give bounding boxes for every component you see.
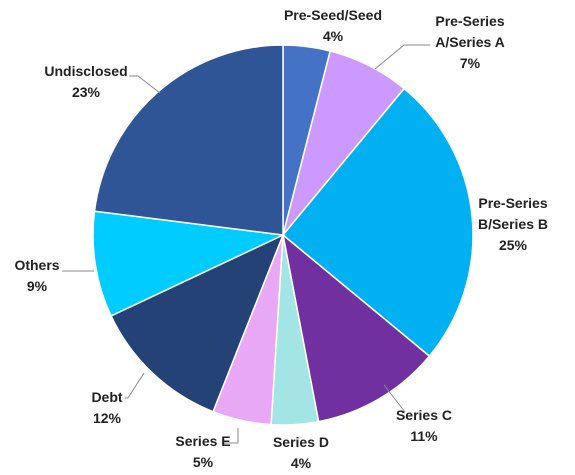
- slice-category-label: Pre-Series: [478, 195, 547, 211]
- slice-label: Pre-Seed/Seed 4%: [284, 7, 382, 44]
- slice-label: Series E 5%: [175, 433, 230, 470]
- slice-percent-label: 4%: [323, 28, 344, 44]
- slice-category-label: Pre-Seed/Seed: [284, 7, 382, 23]
- slice-category-label: Pre-Series: [435, 13, 504, 29]
- slice-percent-label: 23%: [72, 84, 101, 100]
- slice-category-label: Others: [14, 257, 59, 273]
- slice-category-label: Series C: [396, 407, 452, 423]
- pie-slice: [92, 210, 286, 317]
- slice-category-label: Debt: [91, 389, 122, 405]
- leader-line: [383, 384, 406, 413]
- slice-category-label: Series E: [175, 433, 230, 449]
- slice-percent-label: 4%: [291, 455, 312, 471]
- slice-percent-label: 5%: [193, 454, 214, 470]
- slice-label: Series C 11%: [396, 407, 452, 444]
- slice-label: Series D 4%: [273, 434, 329, 471]
- slice-label: Pre-Series B/Series B 25%: [478, 195, 548, 253]
- slice-percent-label: 7%: [460, 55, 481, 71]
- leaders-layer: [62, 44, 430, 444]
- leader-line: [125, 372, 145, 399]
- leader-line: [129, 75, 161, 94]
- slice-percent-label: 9%: [27, 278, 48, 294]
- slice-category-label: B/Series B: [478, 216, 548, 232]
- leader-line: [222, 428, 239, 444]
- slice-category-label: A/Series A: [435, 34, 505, 50]
- slice-category-label: Undisclosed: [44, 63, 127, 79]
- slice-percent-label: 11%: [410, 428, 438, 444]
- slice-label: Others 9%: [14, 257, 59, 294]
- pie-slice: [93, 44, 284, 236]
- pie-slice: [110, 233, 285, 413]
- slices-layer: [92, 44, 474, 426]
- slice-label: Debt 12%: [91, 389, 122, 426]
- slice-percent-label: 12%: [93, 410, 122, 426]
- pie-slice: [281, 87, 474, 358]
- leader-line: [374, 44, 430, 70]
- slice-label: Pre-Series A/Series A 7%: [435, 13, 505, 71]
- pie-slice: [281, 233, 431, 423]
- slice-percent-label: 25%: [499, 237, 528, 253]
- slice-category-label: Series D: [273, 434, 329, 450]
- slice-label: Undisclosed 23%: [44, 63, 127, 100]
